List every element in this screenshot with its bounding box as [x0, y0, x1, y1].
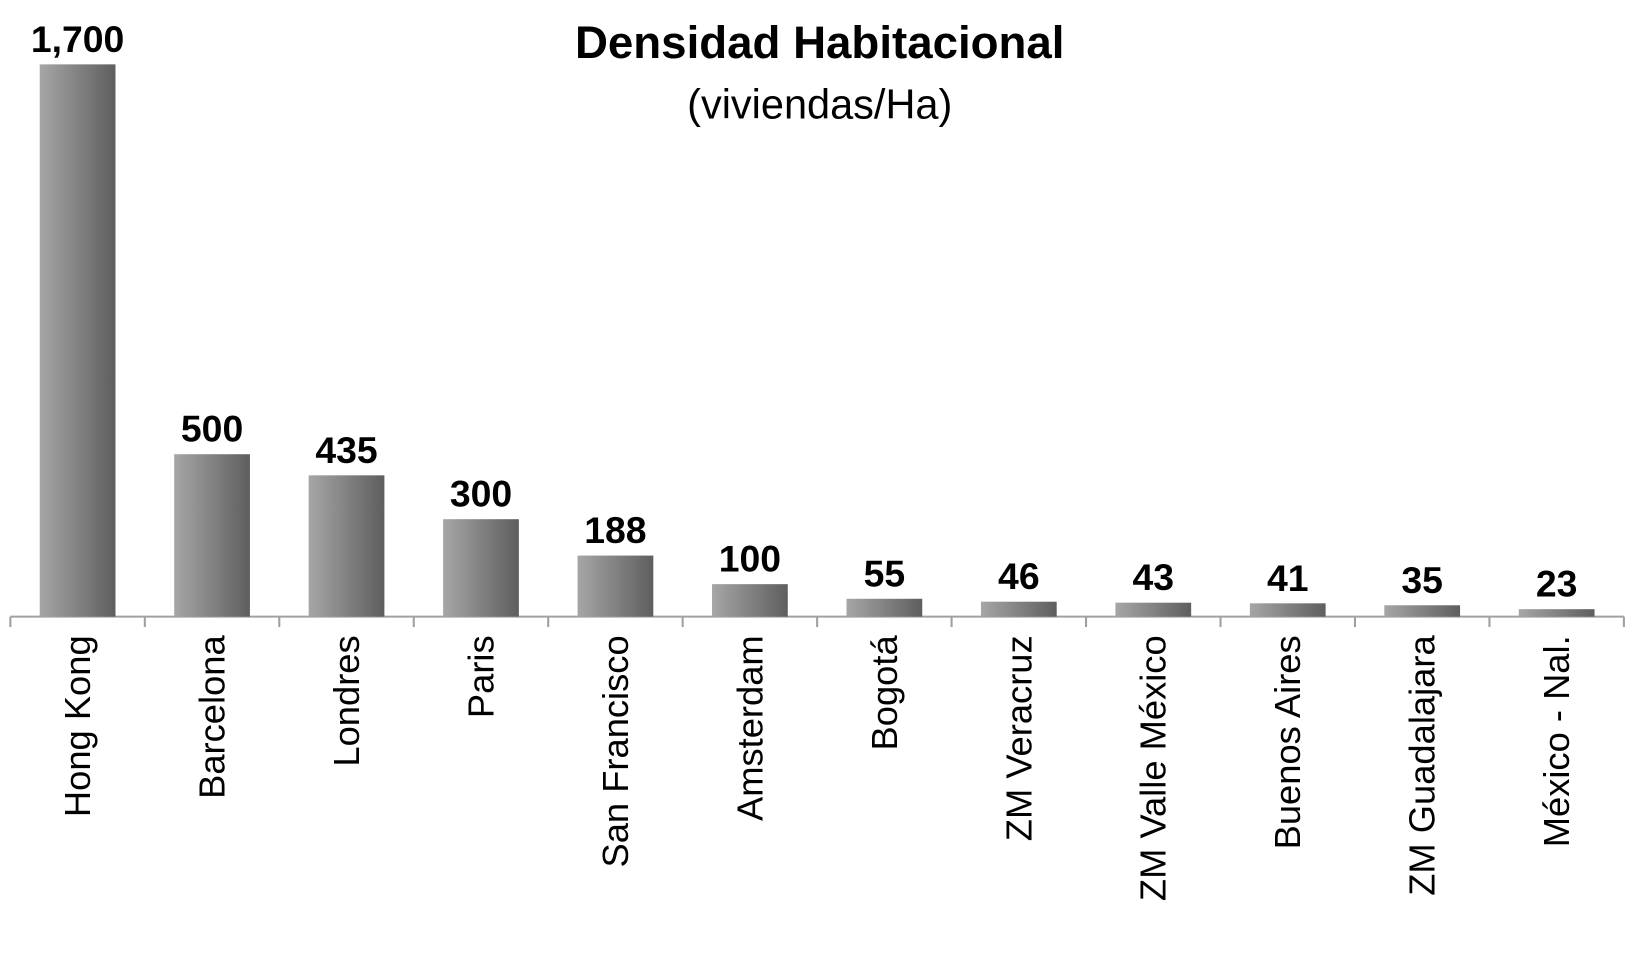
bar: [1249, 603, 1326, 617]
bar: [174, 454, 250, 617]
x-tick-label: Paris: [460, 635, 501, 718]
x-tick-label: Hong Kong: [57, 635, 98, 817]
data-label: 300: [450, 473, 512, 515]
data-label: 43: [1133, 556, 1175, 598]
data-label: 46: [998, 555, 1040, 597]
chart-subtitle: (viviendas/Ha): [687, 80, 952, 127]
bar: [846, 598, 923, 617]
data-label: 1,700: [31, 18, 124, 60]
x-tick-label: Amsterdam: [729, 635, 770, 821]
bar: [712, 584, 788, 617]
data-label: 100: [719, 538, 781, 580]
data-label: 41: [1267, 557, 1309, 599]
bar: [1115, 602, 1192, 617]
data-label: 35: [1401, 559, 1443, 601]
x-tick-label: Buenos Aires: [1267, 635, 1308, 849]
bar: [308, 475, 385, 617]
data-label: 500: [181, 408, 243, 450]
x-tick-label: ZM Veracruz: [998, 635, 1039, 841]
x-tick-label: ZM Valle México: [1133, 635, 1174, 901]
data-label: 55: [864, 552, 906, 594]
data-label: 23: [1536, 563, 1578, 605]
chart-title: Densidad Habitacional: [575, 17, 1065, 68]
x-tick-label: Barcelona: [192, 635, 233, 799]
x-tick-label: Londres: [326, 635, 367, 766]
data-label: 435: [315, 429, 377, 471]
x-tick-label: San Francisco: [595, 635, 636, 867]
bar: [1384, 605, 1461, 617]
bar: [443, 519, 519, 617]
data-label: 188: [584, 509, 646, 551]
bar: [39, 64, 116, 617]
bar: [577, 555, 654, 617]
x-tick-label: Bogotá: [864, 635, 905, 751]
x-tick-label: ZM Guadalajara: [1402, 635, 1443, 896]
bar: [980, 601, 1057, 617]
x-tick-label: México - Nal.: [1536, 635, 1577, 847]
bar: [1518, 609, 1595, 617]
